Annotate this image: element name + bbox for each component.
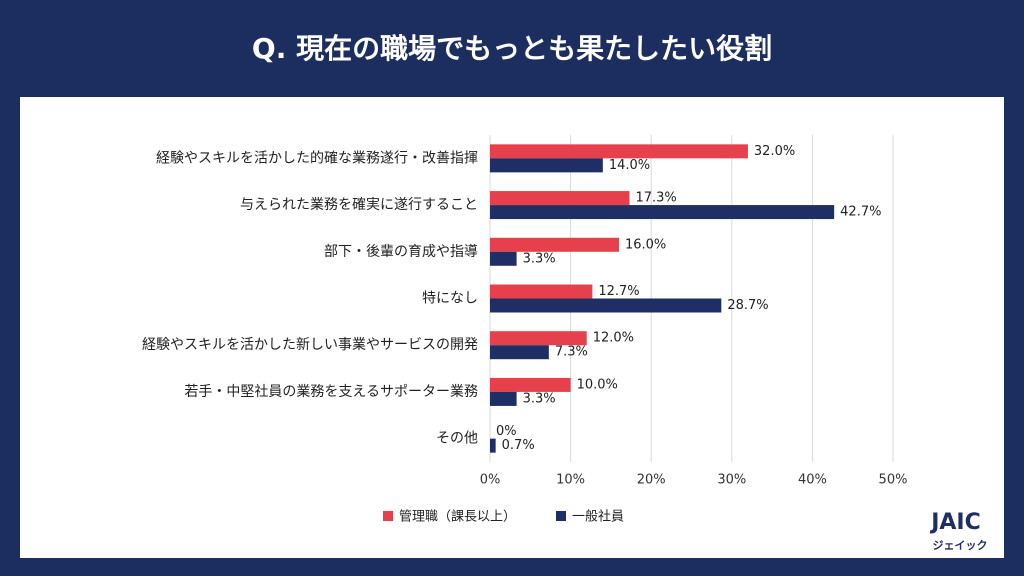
value-label: 10.0% [577,377,618,392]
category-label: 部下・後輩の育成や指導 [324,244,478,260]
value-label: 16.0% [625,237,666,252]
category-label: 与えられた業務を確実に遂行すること [240,197,478,213]
category-label: 特になし [422,291,478,307]
bar [490,284,593,299]
x-tick-label: 50% [879,473,908,488]
value-label: 12.0% [593,331,634,346]
bar [490,251,517,266]
value-label: 12.7% [598,284,639,299]
value-label: 42.7% [840,205,881,220]
value-label: 28.7% [727,298,768,313]
x-tick-label: 40% [798,473,827,488]
bar [490,158,603,173]
bar [490,438,496,453]
bar [490,345,549,360]
bar [490,391,517,406]
legend-label: 管理職（課長以上） [399,509,516,525]
x-tick-label: 30% [717,473,746,488]
panel [20,97,1004,558]
category-label: 経験やスキルを活かした新しい事業やサービスの開発 [142,337,478,353]
bar [490,298,722,313]
x-tick-label: 0% [480,473,501,488]
category-label: その他 [436,431,478,447]
bar [490,237,619,252]
logo-text: JAIC [929,510,981,535]
value-label: 32.0% [754,144,795,159]
value-label: 0% [496,424,517,439]
value-label: 14.0% [609,158,650,173]
bar [490,191,630,206]
bar [490,205,835,220]
bar [490,331,587,346]
legend-swatch [556,511,566,521]
chart-title: Q. 現在の職場でもっとも果たしたい役割 [252,32,772,65]
bar [490,144,748,159]
value-label: 3.3% [523,251,556,266]
category-label: 若手・中堅社員の業務を支えるサポーター業務 [184,384,478,400]
value-label: 7.3% [555,345,588,360]
category-label: 経験やスキルを活かした的確な業務遂行・改善指揮 [156,150,478,166]
logo-subtext: ジェイック [933,539,988,552]
value-label: 17.3% [635,191,676,206]
value-label: 3.3% [523,391,556,406]
x-tick-label: 20% [637,473,666,488]
bar [490,377,571,392]
value-label: 0.7% [502,438,535,453]
x-tick-label: 10% [556,473,585,488]
legend-label: 一般社員 [572,509,624,525]
legend-swatch [383,511,393,521]
